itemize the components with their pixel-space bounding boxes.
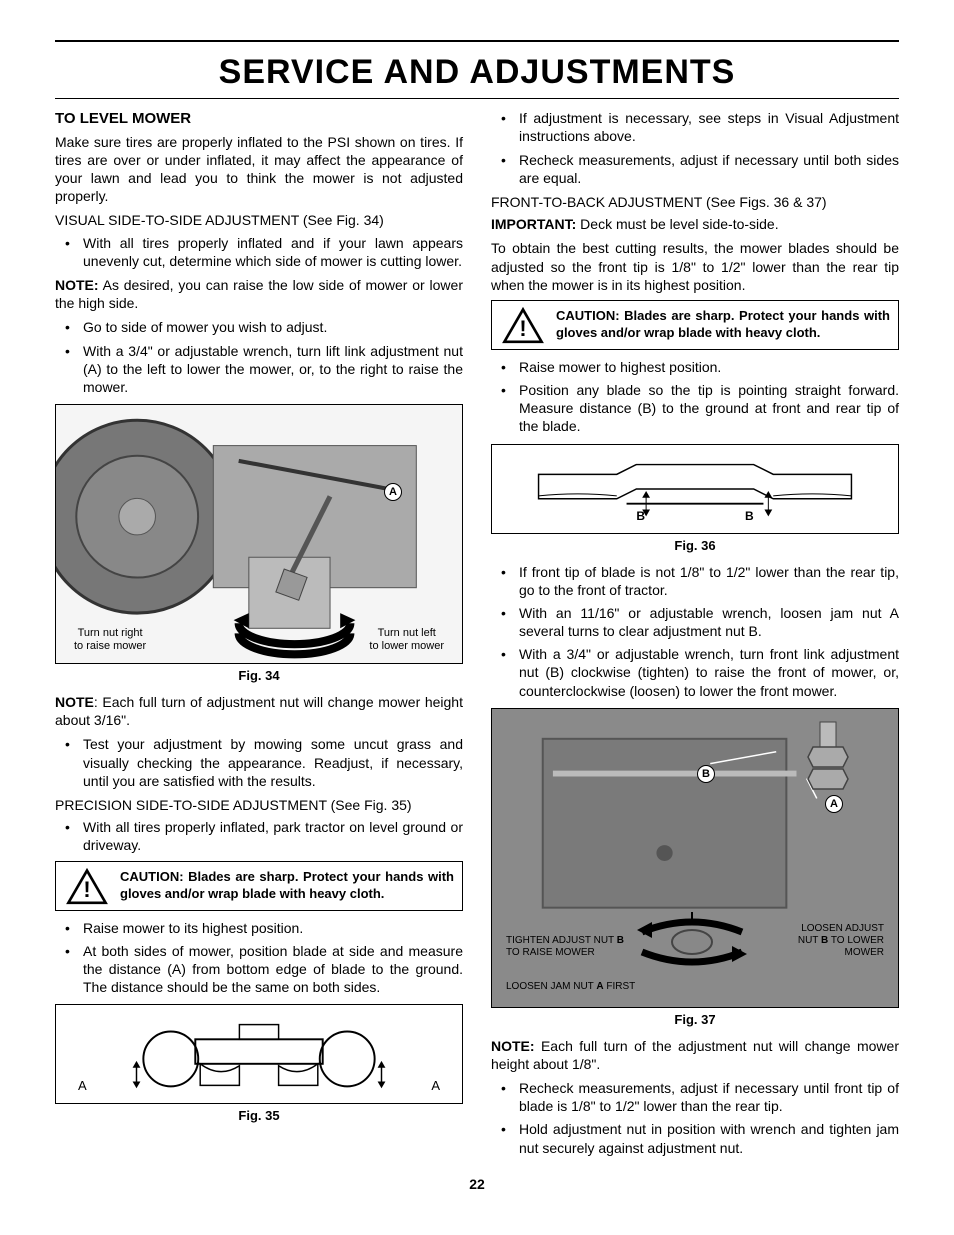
note-3: NOTE: Each full turn of the adjustment n… — [491, 1037, 899, 1073]
caution-text: CAUTION: Blades are sharp. Protect your … — [556, 308, 890, 342]
visual-subhead: VISUAL SIDE-TO-SIDE ADJUSTMENT (See Fig.… — [55, 211, 463, 229]
list-item: Raise mower to highest position. — [491, 358, 899, 376]
fig34-left-label: Turn nut leftto lower mower — [369, 627, 444, 653]
fig34-caption: Fig. 34 — [55, 668, 463, 685]
fig34-labels: Turn nut rightto raise mower Turn nut le… — [56, 627, 462, 653]
list-item: If front tip of blade is not 1/8" to 1/2… — [491, 563, 899, 599]
list-item: Test your adjustment by mowing some uncu… — [55, 735, 463, 790]
caution-box-1: ! CAUTION: Blades are sharp. Protect you… — [55, 861, 463, 911]
fig35-caption: Fig. 35 — [55, 1108, 463, 1125]
figure-37: B A TIGHTEN ADJUST NUT B TO RAISE MOWER … — [491, 708, 899, 1008]
fig35-a-right: A — [431, 1078, 440, 1095]
page-title: SERVICE AND ADJUSTMENTS — [55, 50, 899, 94]
ftb-subhead: FRONT-TO-BACK ADJUSTMENT (See Figs. 36 &… — [491, 193, 899, 211]
fig37-caption: Fig. 37 — [491, 1012, 899, 1029]
fig35-a-left: A — [78, 1078, 87, 1095]
fig34-artwork — [56, 405, 462, 664]
left-column: TO LEVEL MOWER Make sure tires are prope… — [55, 109, 463, 1163]
fig37-callout-a: A — [825, 795, 843, 813]
fig37-callout-b: B — [697, 765, 715, 783]
list-item: With a 3/4" or adjustable wrench, turn f… — [491, 645, 899, 700]
list-item: With all tires properly inflated, park t… — [55, 818, 463, 854]
fig36-b-left: B — [636, 509, 645, 525]
figure-36: B B — [491, 444, 899, 534]
precision-list-2: Raise mower to its highest position. At … — [55, 919, 463, 997]
list-item: Position any blade so the tip is pointin… — [491, 381, 899, 436]
svg-text:!: ! — [519, 316, 526, 341]
ftb-list-1: Raise mower to highest position. Positio… — [491, 358, 899, 436]
fig36-labels: B B — [492, 509, 898, 525]
svg-text:!: ! — [83, 876, 90, 901]
list-item: Recheck measurements, adjust if necessar… — [491, 1079, 899, 1115]
content-columns: TO LEVEL MOWER Make sure tires are prope… — [55, 109, 899, 1163]
warning-icon: ! — [500, 305, 546, 345]
list-item: Go to side of mower you wish to adjust. — [55, 318, 463, 336]
title-underline — [55, 98, 899, 99]
ftb-intro: To obtain the best cutting results, the … — [491, 239, 899, 294]
intro-para: Make sure tires are properly inflated to… — [55, 133, 463, 206]
note-1: NOTE: As desired, you can raise the low … — [55, 276, 463, 312]
visual-list-1: With all tires properly inflated and if … — [55, 234, 463, 270]
page-number: 22 — [55, 1175, 899, 1193]
fig36-caption: Fig. 36 — [491, 538, 899, 555]
visual-list-2: Go to side of mower you wish to adjust. … — [55, 318, 463, 396]
list-item: With an 11/16" or adjustable wrench, loo… — [491, 604, 899, 640]
list-item: With all tires properly inflated and if … — [55, 234, 463, 270]
ftb-list-2: If front tip of blade is not 1/8" to 1/2… — [491, 563, 899, 700]
top-rule — [55, 40, 899, 42]
right-list-1: If adjustment is necessary, see steps in… — [491, 109, 899, 187]
fig37-arrow-art — [622, 912, 762, 972]
caution-box-2: ! CAUTION: Blades are sharp. Protect you… — [491, 300, 899, 350]
list-item: Recheck measurements, adjust if necessar… — [491, 151, 899, 187]
important-note: IMPORTANT: Deck must be level side-to-si… — [491, 215, 899, 233]
list-item: With a 3/4" or adjustable wrench, turn l… — [55, 342, 463, 397]
list-item: At both sides of mower, position blade a… — [55, 942, 463, 997]
precision-subhead: PRECISION SIDE-TO-SIDE ADJUSTMENT (See F… — [55, 796, 463, 814]
fig36-b-right: B — [745, 509, 754, 525]
list-item: Raise mower to its highest position. — [55, 919, 463, 937]
figure-35: A A — [55, 1004, 463, 1104]
visual-list-3: Test your adjustment by mowing some uncu… — [55, 735, 463, 790]
note-2: NOTE: Each full turn of adjustment nut w… — [55, 693, 463, 729]
warning-icon: ! — [64, 866, 110, 906]
list-item: If adjustment is necessary, see steps in… — [491, 109, 899, 145]
fig34-callout-a: A — [384, 483, 402, 501]
right-column: If adjustment is necessary, see steps in… — [491, 109, 899, 1163]
fig34-right-label: Turn nut rightto raise mower — [74, 627, 146, 653]
fig37-tighten-label: TIGHTEN ADJUST NUT B TO RAISE MOWER — [506, 935, 626, 959]
precision-list-1: With all tires properly inflated, park t… — [55, 818, 463, 854]
fig37-bolt-art — [798, 717, 858, 797]
list-item: Hold adjustment nut in position with wre… — [491, 1120, 899, 1156]
fig37-loosen-b-label: LOOSEN ADJUST NUT B TO LOWER MOWER — [784, 923, 884, 959]
caution-text: CAUTION: Blades are sharp. Protect your … — [120, 869, 454, 903]
ftb-list-3: Recheck measurements, adjust if necessar… — [491, 1079, 899, 1157]
fig37-loosen-a-label: LOOSEN JAM NUT A FIRST — [506, 980, 635, 993]
section-heading: TO LEVEL MOWER — [55, 109, 463, 129]
fig35-labels: A A — [56, 1078, 462, 1095]
figure-34: A Turn nut rightto raise mower Turn nut … — [55, 404, 463, 664]
